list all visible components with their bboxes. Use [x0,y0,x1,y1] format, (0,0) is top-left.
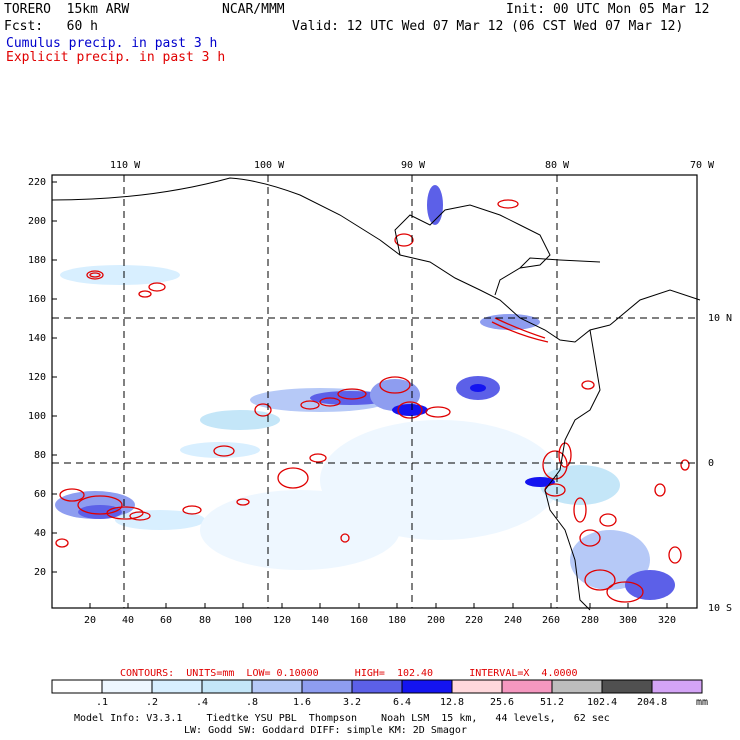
colorbar-label: 6.4 [393,697,412,708]
y-tick: 220 [28,177,47,188]
x-tick: 140 [311,615,330,626]
colorbar-label: 204.8 [637,697,668,708]
x-tick: 260 [542,615,561,626]
lon-label-110w: 110 W [110,160,141,171]
colorbar-swatch [601,679,653,694]
y-tick: 20 [34,567,47,578]
explicit-field-label: Explicit precip. in past 3 h [6,50,226,65]
colorbar-swatch [551,679,603,694]
colorbar-label: 3.2 [343,697,362,708]
cumulus-field-label: Cumulus precip. in past 3 h [6,36,218,51]
x-tick: 20 [84,615,97,626]
x-tick: 220 [465,615,484,626]
x-tick: 100 [234,615,253,626]
physics-info: LW: Godd SW: Goddard DIFF: simple KM: 2D… [184,725,467,736]
valid-time: Valid: 12 UTC Wed 07 Mar 12 (06 CST Wed … [292,19,684,34]
lon-label-100w: 100 W [254,160,285,171]
colorbar-swatch [451,679,503,694]
colorbar-swatch [251,679,303,694]
colorbar-swatch [151,679,203,694]
x-tick: 40 [122,615,135,626]
lon-label-80w: 80 W [545,160,570,171]
map-frame [51,174,698,609]
colorbar-label: .2 [146,697,159,708]
y-tick: 180 [28,255,47,266]
y-tick: 140 [28,333,47,344]
y-tick: 200 [28,216,47,227]
forecast-hour: Fcst: 60 h [4,19,98,34]
x-tick: 240 [504,615,523,626]
colorbar-swatch [51,679,103,694]
colorbar-label: 25.6 [490,697,515,708]
x-tick: 200 [427,615,446,626]
org-label: NCAR/MMM [222,2,285,17]
y-tick: 100 [28,411,47,422]
graticule [52,175,697,608]
colorbar-label: 51.2 [540,697,565,708]
x-tick: 320 [658,615,677,626]
colorbar-label: .4 [196,697,209,708]
colorbar-label: .1 [96,697,109,708]
colorbar-swatch [651,679,703,694]
colorbar-swatch [351,679,403,694]
lat-label-0: 0 [708,458,715,469]
init-time: Init: 00 UTC Mon 05 Mar 12 [506,2,710,17]
cumulus-precip-shading [55,185,675,600]
lon-label-90w: 90 W [401,160,426,171]
colorbar-swatch [501,679,553,694]
colorbar-swatch [101,679,153,694]
colorbar-unit: mm [696,697,709,708]
colorbar-swatch [401,679,453,694]
colorbar-label: .8 [246,697,259,708]
coastlines [51,177,701,611]
x-tick: 300 [619,615,638,626]
colorbar-swatch [301,679,353,694]
explicit-precip-contours [55,199,690,603]
x-tick: 160 [350,615,369,626]
colorbar-label: 102.4 [587,697,618,708]
lat-label-10n: 10 N [708,313,733,324]
y-tick: 120 [28,372,47,383]
y-tick: 80 [34,450,47,461]
y-tick: 160 [28,294,47,305]
x-tick: 180 [388,615,407,626]
x-tick: 120 [273,615,292,626]
lon-label-70w: 70 W [690,160,715,171]
model-info: Model Info: V3.3.1 Tiedtke YSU PBL Thomp… [74,713,610,724]
lat-label-10s: 10 S [708,603,733,614]
colorbar-swatch [201,679,253,694]
x-tick: 80 [199,615,212,626]
y-tick: 60 [34,489,47,500]
x-tick: 280 [581,615,600,626]
model-title: TORERO 15km ARW [4,2,130,17]
contour-info: CONTOURS: UNITS=mm LOW= 0.10000 HIGH= 10… [120,668,578,679]
colorbar-label: 1.6 [293,697,312,708]
x-tick: 60 [160,615,173,626]
colorbar-label: 12.8 [440,697,465,708]
axis-ticks [52,181,668,608]
y-tick: 40 [34,528,47,539]
